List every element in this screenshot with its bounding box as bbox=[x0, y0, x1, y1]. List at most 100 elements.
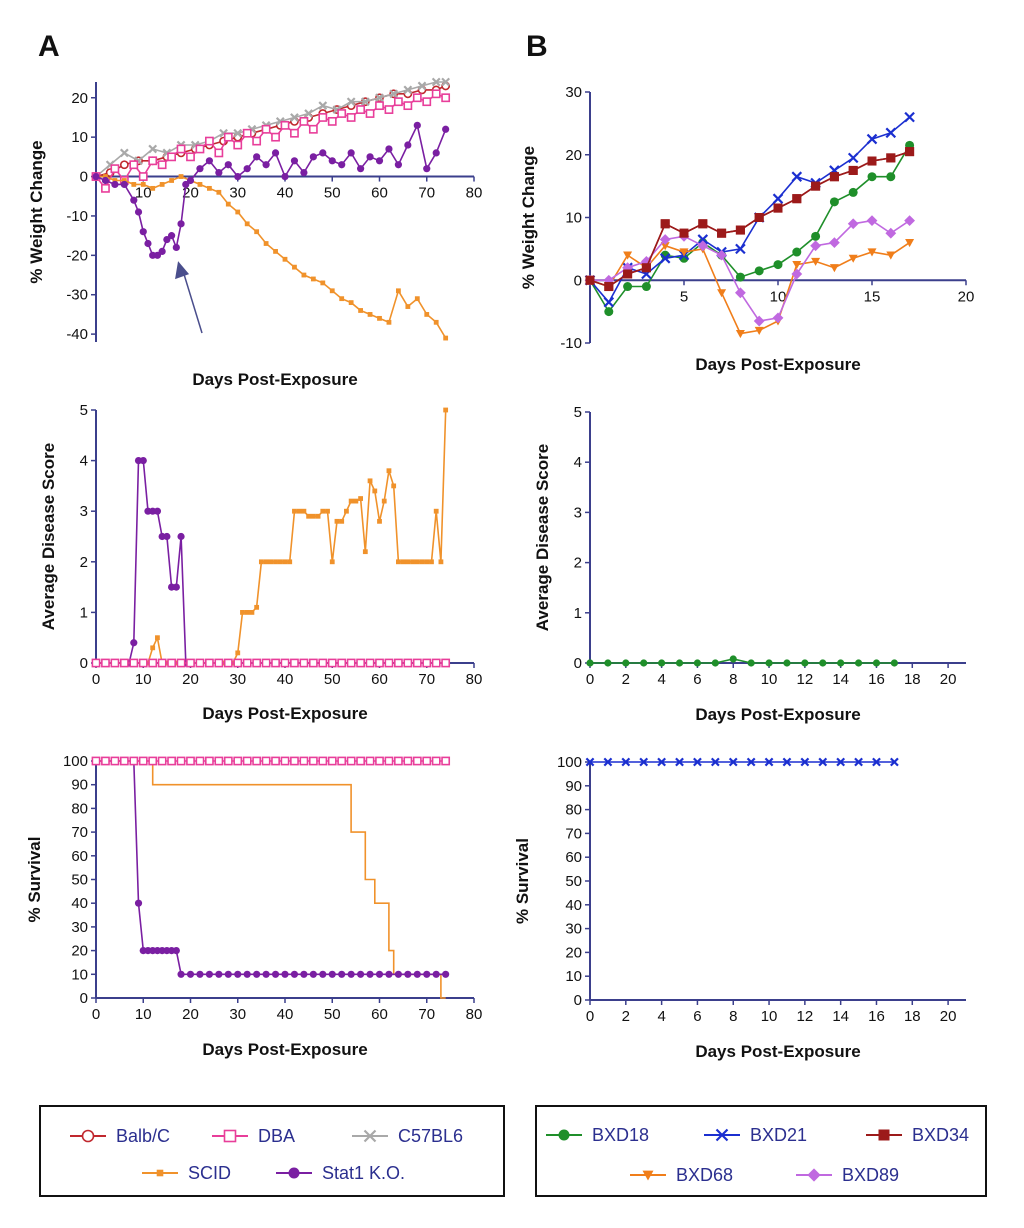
data-point bbox=[764, 757, 774, 767]
data-point bbox=[432, 970, 440, 978]
data-point bbox=[717, 289, 727, 298]
data-point bbox=[800, 757, 810, 767]
panel-letter-a: A bbox=[38, 30, 60, 63]
y-tick-label: 50 bbox=[565, 873, 582, 890]
data-point bbox=[429, 559, 434, 565]
x-axis-title: Days Post-Exposure bbox=[695, 705, 860, 724]
x-tick-label: 4 bbox=[657, 1008, 665, 1025]
data-point bbox=[215, 169, 223, 177]
data-point bbox=[182, 180, 190, 189]
data-point bbox=[389, 89, 399, 99]
data-point bbox=[765, 659, 773, 667]
data-point bbox=[886, 153, 896, 163]
x-tick-label: 14 bbox=[832, 1008, 849, 1025]
data-point bbox=[91, 756, 101, 766]
series-line bbox=[589, 241, 911, 335]
y-tick-label: 90 bbox=[565, 778, 582, 795]
data-point bbox=[310, 276, 316, 282]
y-tick-label: 30 bbox=[565, 84, 582, 101]
data-point bbox=[196, 970, 204, 978]
data-point bbox=[675, 757, 684, 767]
data-point bbox=[353, 498, 359, 504]
data-point bbox=[414, 296, 420, 302]
data-point bbox=[904, 111, 915, 123]
legend-marker bbox=[642, 1170, 654, 1181]
data-point bbox=[253, 153, 261, 161]
data-point bbox=[205, 157, 213, 165]
data-point bbox=[186, 970, 195, 978]
data-point bbox=[829, 237, 840, 248]
data-point bbox=[261, 658, 271, 668]
data-point bbox=[424, 312, 430, 317]
data-point bbox=[301, 272, 307, 278]
legend-label: C57BL6 bbox=[398, 1126, 463, 1146]
series-line bbox=[589, 150, 910, 288]
data-point bbox=[710, 757, 720, 767]
data-point bbox=[214, 756, 224, 766]
data-point bbox=[195, 756, 205, 766]
data-point bbox=[675, 659, 684, 667]
data-point bbox=[422, 658, 432, 668]
data-point bbox=[829, 197, 839, 207]
data-point bbox=[433, 508, 439, 514]
data-point bbox=[867, 248, 877, 257]
data-point bbox=[735, 225, 745, 235]
data-point bbox=[603, 757, 613, 767]
data-point bbox=[890, 659, 898, 667]
data-point bbox=[310, 513, 316, 519]
data-point bbox=[172, 243, 180, 252]
y-tick-label: 4 bbox=[80, 453, 88, 470]
x-tick-label: 20 bbox=[182, 1006, 199, 1023]
x-tick-label: 80 bbox=[466, 1006, 483, 1023]
data-point bbox=[167, 152, 176, 162]
y-axis-title: % Weight Change bbox=[27, 140, 46, 283]
data-point bbox=[885, 127, 897, 139]
data-point bbox=[318, 756, 328, 766]
series-line bbox=[96, 459, 187, 664]
data-point bbox=[290, 128, 299, 138]
data-point bbox=[159, 182, 165, 187]
data-point bbox=[347, 149, 355, 157]
data-point bbox=[205, 756, 214, 766]
y-tick-label: 2 bbox=[80, 554, 88, 571]
data-point bbox=[91, 658, 101, 668]
x-tick-label: 20 bbox=[182, 671, 199, 688]
chart-b-survival: 0 10 20 30 40 50 60 70 80 90 100 0 2 4 6 8 10 12 14 16 18 20 D… bbox=[513, 754, 966, 1061]
data-point bbox=[375, 93, 384, 103]
data-point bbox=[773, 203, 783, 213]
y-tick-label: 1 bbox=[80, 604, 88, 621]
data-point bbox=[886, 172, 896, 182]
data-point bbox=[854, 757, 863, 767]
data-point bbox=[319, 149, 327, 157]
data-point bbox=[309, 153, 317, 161]
data-point bbox=[772, 193, 784, 204]
y-tick-label: 3 bbox=[80, 503, 88, 520]
data-point bbox=[281, 172, 289, 181]
y-tick-label: 20 bbox=[565, 944, 582, 961]
data-point bbox=[300, 169, 308, 177]
x-tick-label: 20 bbox=[940, 671, 957, 688]
y-tick-label: 0 bbox=[80, 169, 88, 186]
y-tick-label: 10 bbox=[71, 129, 88, 146]
data-point bbox=[273, 248, 278, 254]
y-tick-label: 60 bbox=[565, 849, 582, 866]
data-point bbox=[138, 658, 148, 668]
x-tick-label: 5 bbox=[680, 288, 688, 305]
data-point bbox=[148, 756, 158, 766]
x-tick-label: 6 bbox=[693, 1008, 701, 1025]
data-point bbox=[262, 970, 270, 978]
data-point bbox=[223, 132, 233, 142]
data-point bbox=[716, 249, 727, 261]
data-point bbox=[261, 124, 271, 134]
y-tick-label: 100 bbox=[63, 753, 88, 770]
data-point bbox=[384, 658, 394, 668]
legend-marker bbox=[878, 1129, 890, 1141]
data-point bbox=[403, 756, 413, 766]
x-tick-label: 20 bbox=[958, 288, 975, 305]
series-scid bbox=[93, 174, 449, 341]
series-bxd21 bbox=[585, 757, 899, 767]
data-point bbox=[197, 182, 203, 187]
data-point bbox=[422, 97, 432, 107]
x-tick-label: 30 bbox=[229, 671, 246, 688]
data-point bbox=[729, 655, 737, 663]
